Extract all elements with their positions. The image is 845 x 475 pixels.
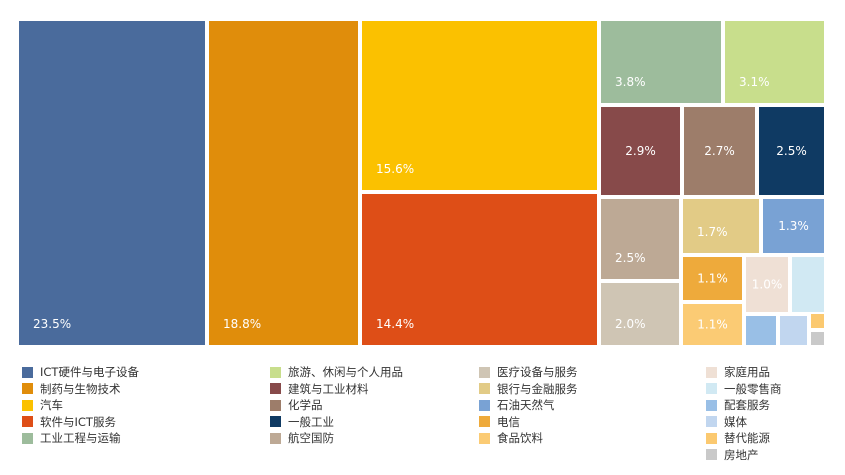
legend-item: 一般零售商 [706, 381, 782, 397]
cell-value-label: 1.1% [697, 272, 728, 286]
treemap-cell [780, 316, 807, 345]
cell-value-label: 1.1% [697, 318, 728, 332]
legend-item: 工业工程与运输 [22, 430, 121, 446]
treemap-chart: 23.5% 18.8% 15.6% 14.4% 3.8% 3.1% 2.9% 2.7% 2.5%… [0, 0, 845, 350]
cell-value-label: 14.4% [376, 317, 414, 331]
cell-value-label: 23.5% [33, 317, 71, 331]
legend-swatch [479, 367, 490, 378]
legend-label: 航空国防 [288, 430, 334, 446]
legend-label: 石油天然气 [497, 397, 555, 413]
legend-item: 配套服务 [706, 397, 770, 413]
legend-label: 一般工业 [288, 414, 334, 430]
legend-label: 替代能源 [724, 430, 770, 446]
cell-value-label: 1.0% [752, 278, 783, 292]
legend: ICT硬件与电子设备制药与生物技术汽车软件与ICT服务工业工程与运输 旅游、休闲与… [0, 360, 845, 475]
legend-swatch [270, 433, 281, 444]
cell-value-label: 2.5% [776, 144, 807, 158]
treemap-cell [811, 332, 824, 345]
legend-swatch [22, 383, 33, 394]
legend-item: 一般工业 [270, 414, 334, 430]
legend-item: 食品饮料 [479, 430, 543, 446]
legend-label: 家庭用品 [724, 364, 770, 380]
legend-label: 旅游、休闲与个人用品 [288, 364, 403, 380]
legend-item: 替代能源 [706, 430, 770, 446]
legend-swatch [479, 400, 490, 411]
treemap-cell [601, 21, 721, 103]
legend-swatch [706, 400, 717, 411]
legend-label: ICT硬件与电子设备 [40, 364, 139, 380]
legend-label: 电信 [497, 414, 520, 430]
legend-swatch [706, 383, 717, 394]
legend-item: 化学品 [270, 397, 323, 413]
cell-value-label: 1.3% [778, 219, 809, 233]
legend-label: 软件与ICT服务 [40, 414, 116, 430]
legend-item: 银行与金融服务 [479, 381, 578, 397]
cell-value-label: 2.5% [615, 251, 646, 265]
cell-value-label: 1.7% [697, 225, 728, 239]
legend-item: 航空国防 [270, 430, 334, 446]
legend-item: 媒体 [706, 414, 747, 430]
legend-item: 家庭用品 [706, 364, 770, 380]
legend-swatch [22, 433, 33, 444]
legend-swatch [270, 383, 281, 394]
legend-label: 化学品 [288, 397, 323, 413]
legend-swatch [706, 416, 717, 427]
legend-item: 汽车 [22, 397, 63, 413]
legend-item: 建筑与工业材料 [270, 381, 369, 397]
treemap-cell [19, 21, 205, 345]
cell-value-label: 2.9% [625, 144, 656, 158]
treemap-cell [725, 21, 824, 103]
legend-item: 医疗设备与服务 [479, 364, 578, 380]
legend-label: 制药与生物技术 [40, 381, 121, 397]
cell-value-label: 3.1% [739, 75, 770, 89]
legend-label: 一般零售商 [724, 381, 782, 397]
cell-value-label: 15.6% [376, 162, 414, 176]
legend-label: 媒体 [724, 414, 747, 430]
legend-swatch [270, 367, 281, 378]
treemap-cell [811, 314, 824, 328]
cell-value-label: 18.8% [223, 317, 261, 331]
legend-label: 医疗设备与服务 [497, 364, 578, 380]
treemap-cell [792, 257, 824, 312]
treemap-cell [746, 316, 776, 345]
treemap-cell [209, 21, 358, 345]
legend-swatch [706, 367, 717, 378]
legend-item: 房地产 [706, 447, 759, 463]
legend-label: 银行与金融服务 [497, 381, 578, 397]
legend-label: 食品饮料 [497, 430, 543, 446]
cell-value-label: 2.0% [615, 317, 646, 331]
cell-value-label: 2.7% [704, 144, 735, 158]
legend-label: 配套服务 [724, 397, 770, 413]
legend-swatch [706, 449, 717, 460]
legend-swatch [22, 416, 33, 427]
legend-item: 石油天然气 [479, 397, 555, 413]
cell-value-label: 3.8% [615, 75, 646, 89]
legend-swatch [270, 416, 281, 427]
legend-label: 建筑与工业材料 [288, 381, 369, 397]
legend-label: 工业工程与运输 [40, 430, 121, 446]
legend-swatch [479, 383, 490, 394]
legend-item: 制药与生物技术 [22, 381, 121, 397]
legend-swatch [479, 416, 490, 427]
legend-label: 房地产 [724, 447, 759, 463]
treemap-cell [601, 199, 679, 279]
legend-item: 电信 [479, 414, 520, 430]
legend-swatch [22, 367, 33, 378]
legend-swatch [22, 400, 33, 411]
legend-label: 汽车 [40, 397, 63, 413]
legend-swatch [706, 433, 717, 444]
legend-item: 软件与ICT服务 [22, 414, 116, 430]
legend-swatch [479, 433, 490, 444]
legend-item: 旅游、休闲与个人用品 [270, 364, 403, 380]
legend-item: ICT硬件与电子设备 [22, 364, 139, 380]
legend-swatch [270, 400, 281, 411]
treemap-cell [601, 283, 679, 345]
